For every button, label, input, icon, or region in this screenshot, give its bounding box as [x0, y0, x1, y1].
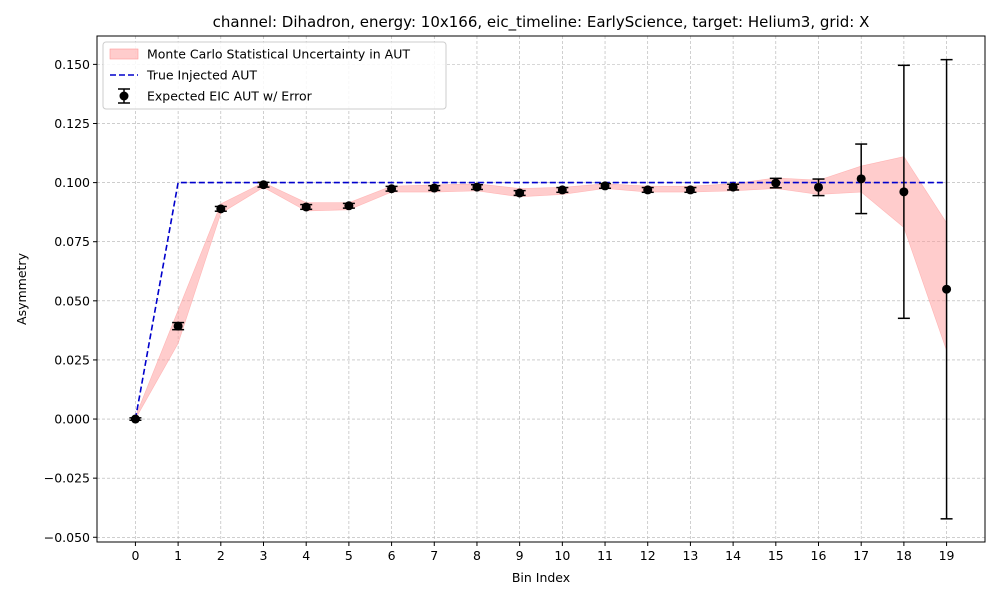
data-point [771, 178, 781, 188]
y-tick-label: 0.100 [54, 175, 90, 190]
x-tick-label: 3 [260, 548, 268, 563]
data-point [685, 185, 695, 195]
x-tick-label: 17 [853, 548, 869, 563]
data-point [387, 184, 397, 194]
legend-box [102, 41, 447, 110]
legend-label: True Injected AUT [146, 68, 257, 83]
data-point [344, 201, 354, 211]
y-tick-label: 0.000 [54, 412, 90, 427]
x-tick-label: 7 [430, 548, 438, 563]
data-point [472, 182, 482, 192]
x-tick-label: 10 [554, 548, 570, 563]
x-tick-label: 16 [811, 548, 827, 563]
y-tick-label: 0.150 [54, 57, 90, 72]
legend-swatch-point [119, 91, 129, 101]
legend-label: Expected EIC AUT w/ Error [147, 89, 313, 104]
data-point [429, 183, 439, 193]
x-tick-label: 8 [473, 548, 481, 563]
data-point [130, 414, 140, 424]
y-axis-label: Asymmetry [14, 252, 29, 325]
x-tick-label: 14 [725, 548, 741, 563]
x-tick-label: 15 [768, 548, 784, 563]
data-point [643, 185, 653, 195]
data-point [173, 321, 183, 331]
x-tick-label: 19 [939, 548, 955, 563]
x-tick-label: 2 [217, 548, 225, 563]
legend-swatch-band [109, 48, 139, 60]
y-tick-label: −0.050 [44, 530, 90, 545]
injected-aut-line [134, 181, 947, 420]
chart-title: channel: Dihadron, energy: 10x166, eic_t… [213, 13, 870, 32]
data-point [814, 182, 823, 192]
plot-area: 0 1 2 3 4 5 6 7 8 9 10 11 12 13 14 15 16 17 18 19−0.050−0.0… [44, 35, 986, 563]
data-point [557, 185, 567, 195]
axes-frame [96, 35, 986, 543]
x-axis-label: Bin Index [512, 570, 570, 585]
legend: Monte Carlo Statistical Uncertainty in A… [102, 41, 447, 110]
legend-label: Monte Carlo Statistical Uncertainty in A… [147, 47, 410, 62]
y-tick-label: 0.125 [54, 116, 90, 131]
data-point [259, 180, 268, 190]
data-point [301, 202, 311, 212]
x-tick-label: 1 [174, 548, 182, 563]
x-tick-label: 12 [640, 548, 656, 563]
x-tick-label: 4 [302, 548, 310, 563]
x-tick-label: 9 [516, 548, 524, 563]
data-point [899, 187, 909, 197]
data-point [942, 284, 952, 294]
data-point [515, 188, 525, 198]
data-point [728, 182, 738, 192]
y-tick-label: 0.025 [54, 352, 90, 367]
x-tick-label: 6 [388, 548, 396, 563]
x-tick-label: 0 [131, 548, 139, 563]
data-point [600, 181, 610, 191]
x-tick-label: 11 [597, 548, 613, 563]
y-tick-label: −0.025 [44, 471, 90, 486]
x-tick-label: 13 [682, 548, 698, 563]
x-tick-label: 5 [345, 548, 353, 563]
y-tick-label: 0.050 [54, 293, 90, 308]
x-tick-label: 18 [896, 548, 912, 563]
data-point [856, 174, 866, 184]
data-point [216, 204, 226, 214]
y-tick-label: 0.075 [54, 234, 90, 249]
